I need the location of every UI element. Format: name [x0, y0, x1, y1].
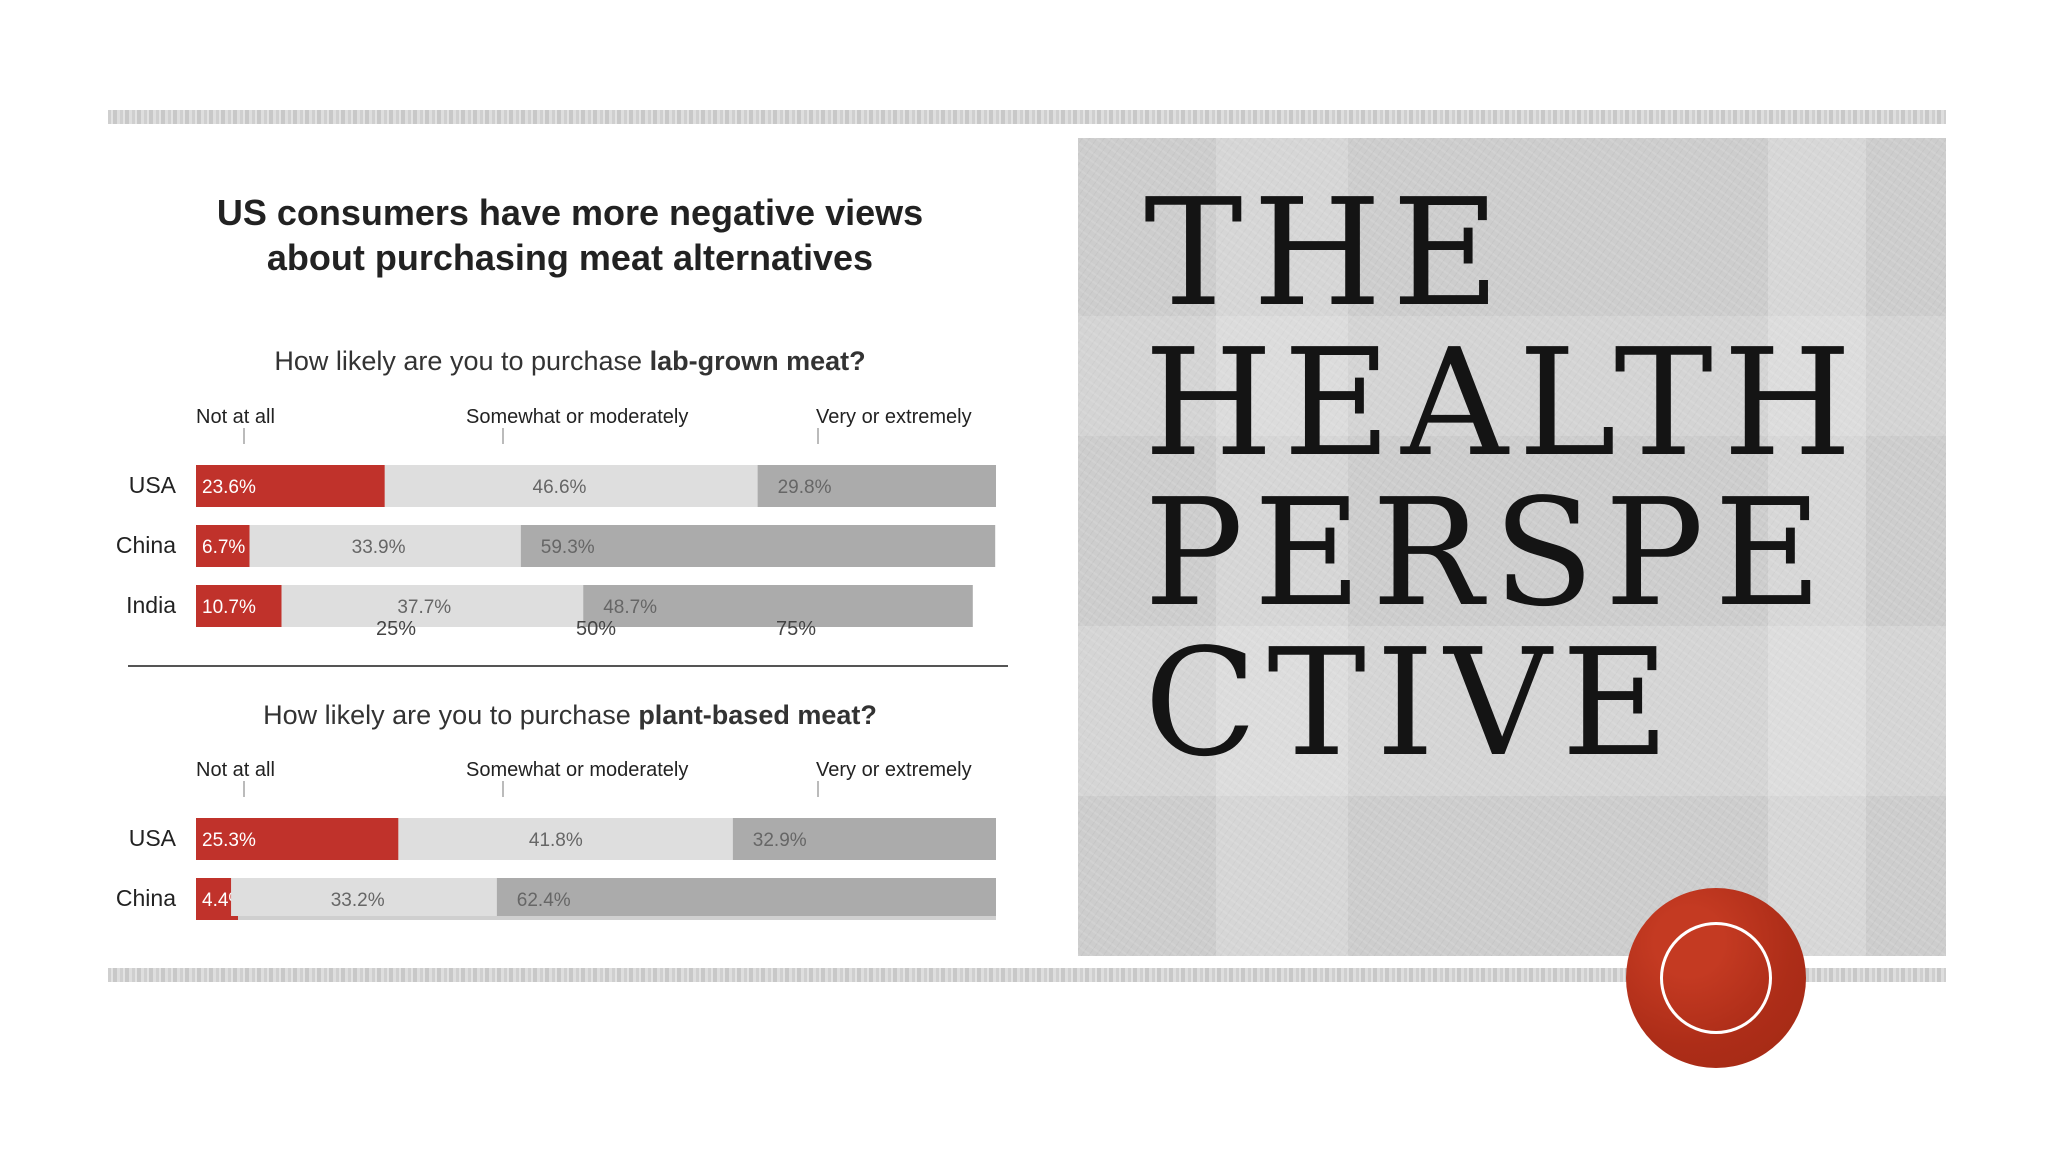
cropped-row-hint — [196, 916, 996, 920]
data-label: 62.4% — [517, 890, 571, 911]
badge-ring — [1660, 922, 1772, 1034]
data-label: 10.7% — [202, 597, 256, 618]
category-label: USA — [129, 825, 177, 851]
question-bold: plant-based meat? — [638, 700, 877, 730]
data-label: 59.3% — [541, 537, 595, 558]
legend-label: Somewhat or moderately — [466, 406, 688, 428]
slide-title-line-4: CTIVE — [1144, 617, 1680, 789]
category-label: China — [116, 532, 176, 558]
legend-label: Not at all — [196, 759, 275, 781]
data-label: 48.7% — [603, 597, 657, 618]
data-label: 32.9% — [753, 830, 807, 851]
bar-segment — [231, 878, 497, 920]
bottom-decorative-band — [108, 968, 1946, 982]
data-label: 37.7% — [397, 597, 451, 618]
slide-title-line-3: PERSPE — [1144, 467, 1833, 639]
data-label: 6.7% — [202, 537, 245, 558]
question-prefix: How likely are you to purchase — [274, 346, 649, 376]
question-bold: lab-grown meat? — [650, 346, 866, 376]
question-text: How likely are you to purchase plant-bas… — [263, 700, 877, 730]
panel-plant-based: How likely are you to purchase plant-bas… — [116, 700, 996, 920]
data-label: 25.3% — [202, 830, 256, 851]
bar-segment — [520, 525, 996, 567]
bar-segment — [398, 818, 733, 860]
bar-segment — [583, 585, 973, 627]
survey-chart-svg: US consumers have more negative views ab… — [116, 192, 1008, 920]
legend-label: Somewhat or moderately — [466, 759, 688, 781]
bar-segment — [196, 585, 282, 627]
bar-segment — [196, 878, 232, 920]
bar-segment — [249, 525, 521, 567]
axis-tick-label: 25% — [376, 618, 416, 640]
cropped-row-hint-red — [196, 916, 238, 920]
slide-title-line-2: HEALTH — [1144, 317, 1862, 489]
data-label: 33.9% — [352, 537, 406, 558]
slide-title: THE HEALTH PERSPE CTIVE — [1144, 178, 1944, 778]
axis-tick-label: 50% — [576, 618, 616, 640]
category-label: India — [126, 592, 176, 618]
question-prefix: How likely are you to purchase — [263, 700, 638, 730]
category-label: China — [116, 885, 176, 911]
data-label: 33.2% — [331, 890, 385, 911]
decorative-circle-badge — [1626, 888, 1806, 1068]
slide-title-line-1: THE — [1144, 167, 1510, 339]
data-label: 23.6% — [202, 477, 256, 498]
panel-lab-grown: How likely are you to purchase lab-grown… — [116, 346, 996, 640]
bar-segment — [496, 878, 996, 920]
chart-title-line-2: about purchasing meat alternatives — [267, 237, 873, 278]
bar-segment — [384, 465, 758, 507]
data-label: 46.6% — [533, 477, 587, 498]
question-text: How likely are you to purchase lab-grown… — [274, 346, 865, 376]
data-label: 41.8% — [529, 830, 583, 851]
title-panel: THE HEALTH PERSPE CTIVE — [1078, 138, 1946, 956]
legend-label: Very or extremely — [816, 406, 972, 428]
bar-segment — [732, 818, 996, 860]
bar-segment — [196, 465, 385, 507]
bar-segment — [757, 465, 996, 507]
chart-title-line-1: US consumers have more negative views — [217, 192, 923, 233]
axis-tick-label: 75% — [776, 618, 816, 640]
top-decorative-band — [108, 110, 1946, 124]
data-label: 29.8% — [778, 477, 832, 498]
bar-segment — [196, 525, 250, 567]
legend-label: Not at all — [196, 406, 275, 428]
category-label: USA — [129, 472, 177, 498]
survey-chart: US consumers have more negative views ab… — [108, 130, 1038, 930]
bar-segment — [281, 585, 584, 627]
legend-label: Very or extremely — [816, 759, 972, 781]
bar-segment — [196, 818, 399, 860]
